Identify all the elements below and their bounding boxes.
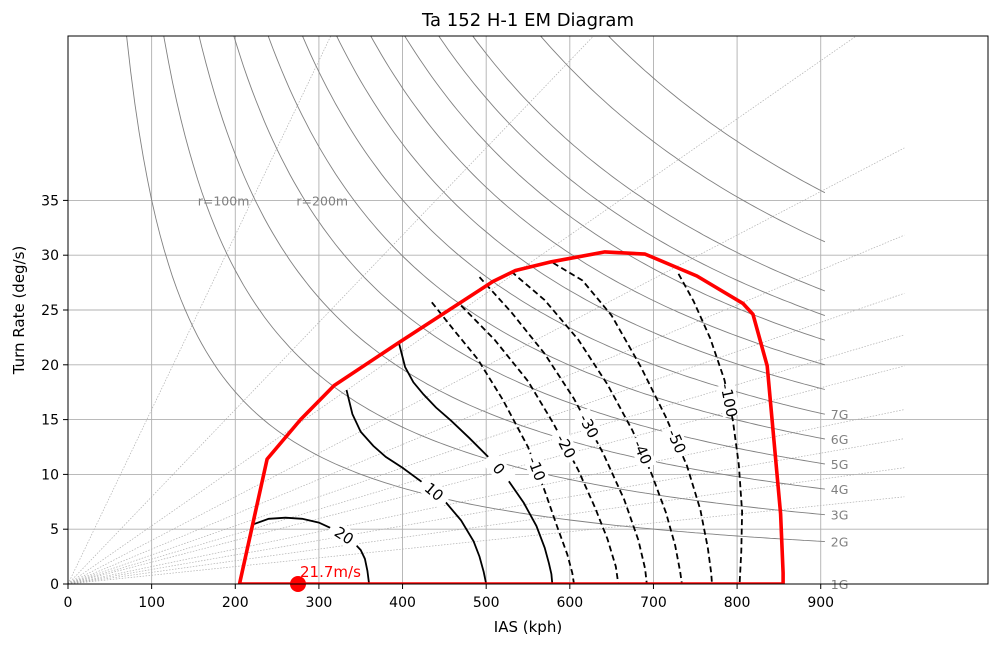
chart-title: Ta 152 H-1 EM Diagram	[421, 10, 634, 31]
contour-label-background	[550, 428, 582, 465]
radius-line	[68, 292, 905, 584]
contour-label-background	[573, 407, 605, 445]
radius-line	[68, 234, 905, 584]
y-tick-label: 0	[50, 577, 59, 593]
contour-label-background	[627, 434, 657, 471]
ps-contour	[460, 304, 620, 584]
contour-label-background	[716, 382, 741, 418]
x-tick-label: 0	[64, 595, 73, 611]
g-line	[126, 36, 825, 543]
contour-label-background	[415, 474, 452, 510]
x-tick-label: 700	[640, 595, 667, 611]
radius-label: r=200m	[296, 193, 348, 208]
y-tick-label: 10	[41, 467, 59, 483]
g-line	[607, 36, 826, 194]
g-label: 4G	[831, 482, 849, 497]
contour-label-background	[325, 519, 363, 553]
x-tick-label: 300	[306, 595, 333, 611]
radius-line	[68, 438, 905, 584]
flight-envelope	[237, 250, 785, 584]
radius-line	[68, 147, 905, 584]
x-tick-label: 100	[138, 595, 165, 611]
x-tick-label: 800	[724, 595, 751, 611]
radius-line	[68, 409, 905, 584]
g-line	[336, 36, 826, 390]
y-axis-ticks: 0 5 10 15 20 25 30 35	[41, 193, 68, 593]
g-line	[404, 36, 826, 341]
radius-label: r=100m	[198, 193, 250, 208]
x-tick-label: 500	[473, 595, 500, 611]
g-label: 6G	[831, 432, 849, 447]
g-line	[539, 36, 826, 243]
x-tick-label: 400	[389, 595, 416, 611]
g-line	[438, 36, 826, 317]
contour-label-background	[481, 450, 516, 487]
g-line	[472, 36, 826, 292]
g-label: 3G	[831, 508, 849, 523]
x-tick-label: 200	[222, 595, 249, 611]
x-tick-label: 600	[556, 595, 583, 611]
y-tick-label: 5	[50, 522, 59, 538]
y-tick-label: 35	[41, 193, 59, 209]
g-label: 7G	[831, 407, 849, 422]
x-axis-label: IAS (kph)	[494, 618, 562, 636]
g-label: 5G	[831, 457, 849, 472]
x-axis-ticks: 0 100 200 300 400 500 600 700 800 900	[64, 584, 834, 611]
y-axis-label: Turn Rate (deg/s)	[10, 246, 28, 376]
radius-line	[68, 36, 594, 584]
ps-contour	[431, 301, 575, 584]
y-tick-label: 20	[41, 358, 59, 374]
g-line	[233, 36, 825, 465]
g-line	[267, 36, 825, 440]
radius-line	[68, 496, 905, 584]
radius-line	[68, 365, 905, 584]
g-line	[198, 36, 825, 490]
ps-contour	[510, 270, 683, 584]
ps-contour	[677, 273, 744, 584]
y-tick-label: 15	[41, 413, 59, 429]
contour-label-background	[522, 450, 551, 488]
envelope-line	[237, 250, 785, 584]
y-tick-label: 25	[41, 303, 59, 319]
g-label: 2G	[831, 535, 849, 550]
y-tick-label: 30	[41, 248, 59, 264]
point-label: 21.7m/s	[300, 563, 361, 581]
x-tick-label: 900	[807, 595, 834, 611]
radius-line	[68, 36, 332, 584]
contour-label-background	[661, 423, 692, 460]
